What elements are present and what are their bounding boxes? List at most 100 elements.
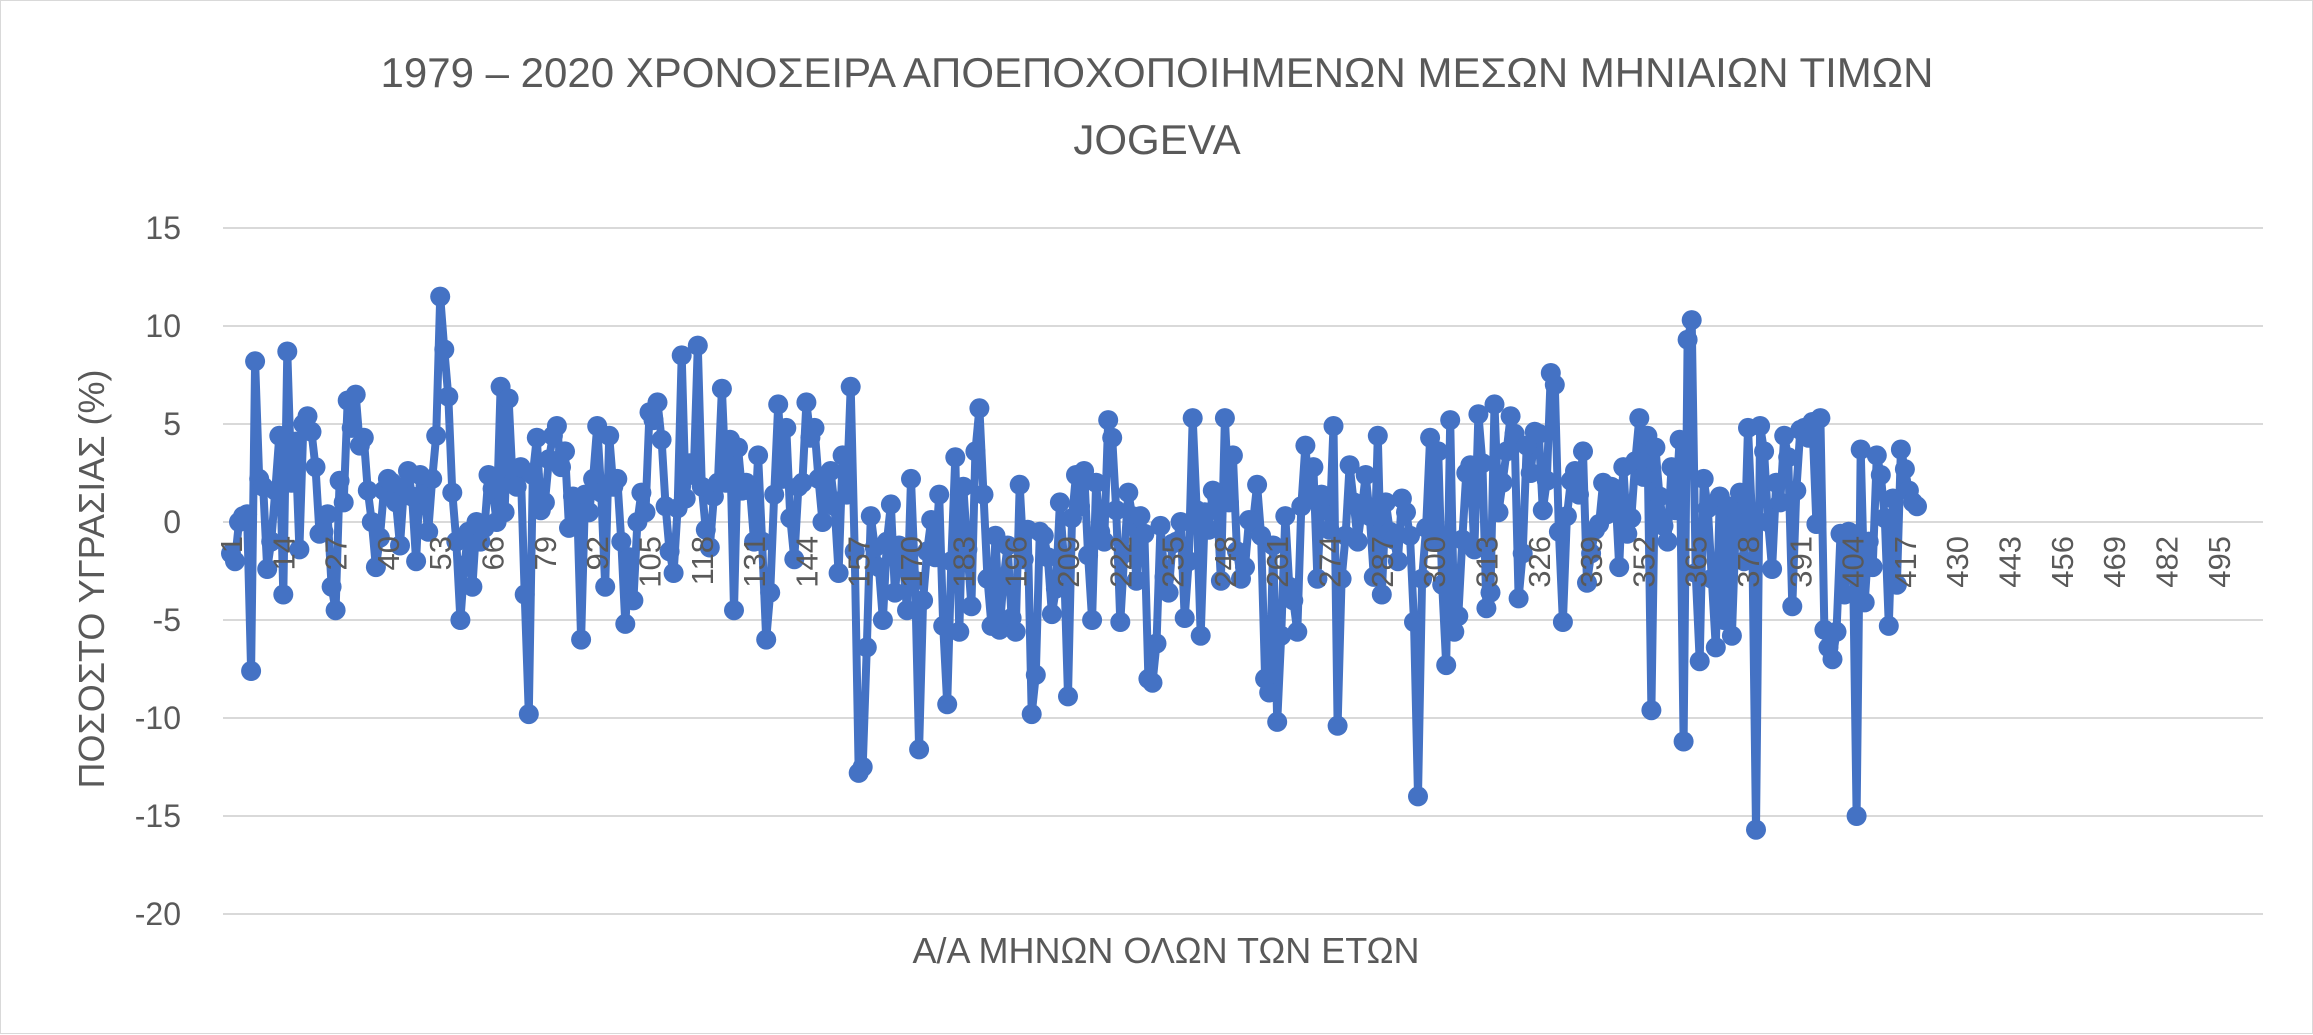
data-point: [245, 351, 266, 372]
data-point: [1734, 551, 1754, 572]
data-point: [1383, 529, 1404, 550]
data-point: [933, 615, 954, 636]
y-tick-label: -5: [153, 602, 181, 638]
data-point: [1303, 457, 1324, 478]
data-point: [1810, 408, 1831, 429]
data-point: [768, 394, 789, 415]
data-point: [1870, 465, 1891, 485]
data-point: [1617, 523, 1638, 544]
data-point: [1798, 427, 1819, 448]
data-point: [555, 441, 575, 462]
x-axis-ticks: 1 14 27 40 53 66 79 92 105 118 131 144 157 170 183 196 2…: [214, 536, 2237, 588]
data-point: [1154, 566, 1175, 587]
data-point: [357, 480, 378, 501]
data-point: [929, 484, 950, 505]
x-tick-label: 313: [1469, 536, 1504, 588]
data-point: [949, 621, 970, 642]
data-point: [1218, 492, 1239, 513]
x-tick-label: 274: [1313, 536, 1348, 588]
data-point: [305, 457, 326, 478]
data-point: [1520, 463, 1541, 483]
y-axis-title: ΠΟΣΟΣΤΟ ΥΓΡΑΣΙΑΣ (%): [71, 370, 112, 789]
data-point: [1126, 570, 1147, 591]
data-point: [969, 398, 990, 419]
data-point: [1110, 612, 1131, 632]
data-point: [1661, 457, 1682, 478]
data-point: [1150, 515, 1171, 536]
data-point: [1806, 514, 1827, 534]
data-point: [945, 447, 966, 468]
data-point: [1573, 441, 1593, 462]
data-point: [1400, 525, 1420, 546]
data-point: [1094, 531, 1115, 552]
data-point: [1725, 512, 1746, 532]
data-point: [635, 502, 656, 523]
data-point: [1432, 574, 1453, 595]
x-tick-label: 118: [685, 536, 720, 585]
data-point: [365, 557, 386, 578]
y-tick-label: 5: [163, 406, 181, 442]
data-point: [1842, 523, 1863, 544]
data-point: [619, 547, 640, 568]
data-point: [1436, 655, 1457, 676]
data-point: [551, 457, 571, 478]
data-point: [285, 431, 306, 452]
data-point: [711, 378, 732, 399]
data-point: [756, 629, 777, 650]
data-point: [1375, 492, 1396, 513]
y-tick-label: 0: [163, 504, 181, 540]
data-point: [1013, 549, 1034, 570]
x-tick-label: 430: [1940, 536, 1975, 588]
data-point: [631, 482, 652, 503]
data-point: [289, 539, 310, 560]
data-point: [317, 504, 338, 525]
data-point: [997, 535, 1018, 556]
data-point: [860, 506, 881, 527]
y-tick-label: -10: [135, 700, 181, 736]
data-point: [1146, 633, 1167, 654]
data-point: [901, 468, 921, 489]
data-point: [1641, 700, 1662, 721]
x-tick-label: 222: [1103, 536, 1138, 588]
data-point: [663, 563, 684, 583]
data-point: [1577, 572, 1597, 593]
data-point: [675, 488, 696, 509]
data-point: [1858, 531, 1879, 552]
data-point: [856, 637, 877, 658]
data-point: [390, 535, 410, 556]
x-tick-label: 365: [1679, 536, 1714, 588]
data-point: [1037, 547, 1058, 568]
data-point: [1174, 608, 1195, 628]
x-tick-label: 456: [2045, 536, 2080, 588]
data-point: [1114, 543, 1135, 564]
data-point: [1496, 441, 1517, 462]
data-point: [1484, 394, 1505, 415]
data-point: [1685, 563, 1706, 583]
data-point: [611, 531, 632, 552]
data-point: [953, 476, 974, 497]
x-tick-label: 105: [633, 536, 668, 588]
data-point: [277, 341, 298, 362]
x-tick-label: 326: [1522, 536, 1557, 588]
data-point: [715, 472, 736, 493]
data-point: [1194, 502, 1215, 523]
data-point: [868, 557, 889, 578]
data-point: [1009, 474, 1030, 495]
data-point: [957, 539, 978, 560]
data-point: [1404, 612, 1424, 632]
x-tick-label: 443: [1993, 536, 2028, 588]
data-point: [884, 582, 905, 603]
data-point: [1581, 543, 1602, 564]
data-point: [369, 527, 390, 548]
x-tick-label: 235: [1156, 536, 1191, 588]
data-point: [1371, 584, 1392, 605]
data-point: [418, 521, 439, 542]
data-point: [1214, 408, 1235, 429]
data-point: [1886, 574, 1907, 595]
chart-title-line-1: 1979 – 2020 ΧΡΟΝΟΣΕΙΡΑ ΑΠΟΕΠΟΧΟΠΟΙΗΜΕΝΩΝ…: [381, 49, 1934, 96]
data-point: [740, 480, 761, 501]
data-point: [647, 392, 668, 413]
data-point: [1210, 570, 1231, 591]
data-point: [281, 472, 302, 493]
